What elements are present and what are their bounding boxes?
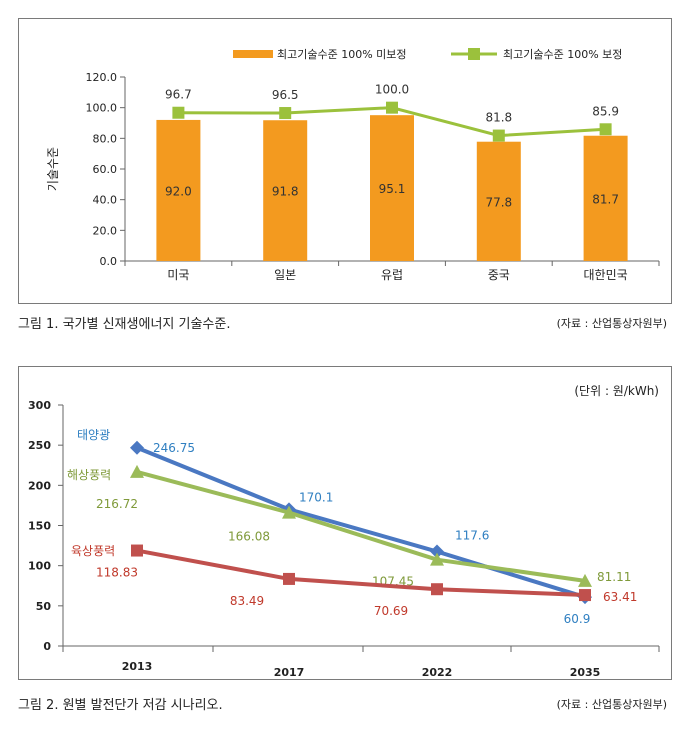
cost-reduction-chart: (단위 : 원/kWh) 0 50 100 150 200 250 300 2013 2017 20…	[28, 384, 660, 679]
bar-value-label: 81.7	[592, 192, 619, 206]
line-point-marker	[599, 123, 612, 136]
bar	[156, 119, 201, 261]
figure1-source: (자료 : 산업통상자원부)	[556, 317, 667, 330]
x-tick-label: 2035	[570, 666, 601, 679]
y-tick-label: 120.0	[86, 71, 118, 84]
technology-level-chart: 최고기술수준 100% 미보정 최고기술수준 100% 보정 0.0 20.0 40.0…	[46, 48, 660, 282]
series-line	[136, 445, 586, 599]
point-value-label: 70.69	[374, 604, 408, 618]
point-marker-square	[283, 572, 295, 585]
point-value-label: 81.11	[597, 570, 631, 584]
legend-label-bar: 최고기술수준 100% 미보정	[277, 48, 407, 61]
line-value-label: 85.9	[592, 104, 619, 118]
series-line	[136, 469, 586, 583]
point-marker-triangle	[430, 552, 444, 566]
figure2-caption: 그림 2. 원별 발전단가 저감 시나리오.	[18, 698, 223, 713]
line-value-label: 96.5	[272, 88, 299, 102]
point-marker-square	[579, 589, 591, 602]
x-tick-label: 2013	[122, 660, 153, 673]
point-value-label: 60.9	[564, 612, 591, 626]
bar	[583, 135, 628, 261]
x-tick-label: 중국	[488, 268, 510, 282]
line-point-marker	[279, 107, 292, 120]
y-tick-label: 100	[28, 560, 51, 573]
y-tick-label: 0.0	[100, 255, 118, 268]
point-value-label: 166.08	[228, 530, 270, 544]
line-point-marker	[386, 101, 398, 114]
y-axis-title: 기술수준	[46, 147, 60, 191]
y-tick-label: 0	[43, 640, 51, 653]
y-tick-label: 80.0	[93, 132, 118, 145]
legend-swatch-bar	[233, 50, 273, 58]
point-marker-diamond	[130, 440, 144, 455]
point-value-label: 63.41	[603, 590, 637, 604]
point-value-label: 216.72	[96, 497, 138, 511]
line-value-label: 81.8	[485, 111, 512, 125]
y-tick-label: 200	[28, 479, 51, 492]
x-tick-label: 2022	[422, 666, 453, 679]
line-point-marker	[172, 106, 185, 119]
x-tick-label: 2017	[274, 666, 305, 679]
y-tick-label: 150	[28, 520, 51, 533]
technology-level-chart-panel: 최고기술수준 100% 미보정 최고기술수준 100% 보정 0.0 20.0 40.0…	[18, 18, 672, 304]
y-tick-label: 300	[28, 399, 51, 412]
x-tick-label: 일본	[274, 268, 296, 282]
line-value-label: 100.0	[375, 83, 409, 97]
y-tick-label: 20.0	[93, 224, 118, 237]
point-value-label: 83.49	[230, 594, 264, 608]
point-marker-triangle	[282, 505, 296, 519]
bar	[370, 115, 414, 262]
bar-value-label: 95.1	[379, 182, 406, 196]
point-marker-square	[431, 583, 443, 596]
figure2-source: (자료 : 산업통상자원부)	[556, 698, 667, 711]
y-tick-label: 250	[28, 439, 51, 452]
series-line	[136, 548, 586, 598]
figure1-caption: 그림 1. 국가별 신재생에너지 기술수준.	[18, 317, 231, 332]
line-point-marker	[492, 129, 505, 142]
series-name-label: 해상풍력	[67, 468, 111, 482]
y-tick-label: 40.0	[93, 194, 118, 207]
y-tick-label: 50	[36, 600, 52, 613]
y-tick-label: 60.0	[93, 163, 118, 176]
point-marker-diamond	[430, 544, 444, 559]
x-tick-label: 미국	[167, 268, 189, 282]
x-tick-label: 유럽	[381, 268, 403, 282]
series-name-label: 육상풍력	[71, 544, 115, 558]
point-marker-triangle	[578, 573, 592, 587]
legend-marker-line	[468, 48, 480, 60]
point-marker-square	[131, 544, 143, 557]
bar-value-label: 92.0	[165, 184, 192, 198]
bar	[476, 141, 521, 261]
bar	[263, 120, 308, 262]
point-value-label: 246.75	[153, 441, 195, 455]
bar-value-label: 77.8	[485, 195, 512, 209]
point-value-label: 118.83	[96, 566, 138, 580]
point-marker-triangle	[130, 464, 144, 478]
x-tick-label: 대한민국	[584, 268, 628, 282]
series-name-label: 태양광	[77, 428, 110, 442]
bar-value-label: 91.8	[272, 185, 299, 199]
line-value-label: 96.7	[165, 88, 192, 102]
point-value-label: 117.6	[455, 529, 489, 543]
legend-label-line: 최고기술수준 100% 보정	[503, 48, 622, 61]
point-value-label: 170.1	[299, 490, 333, 504]
unit-note: (단위 : 원/kWh)	[574, 384, 659, 398]
cost-reduction-chart-panel: (단위 : 원/kWh) 0 50 100 150 200 250 300 2013 2017 20…	[18, 366, 672, 680]
y-tick-label: 100.0	[86, 102, 118, 115]
